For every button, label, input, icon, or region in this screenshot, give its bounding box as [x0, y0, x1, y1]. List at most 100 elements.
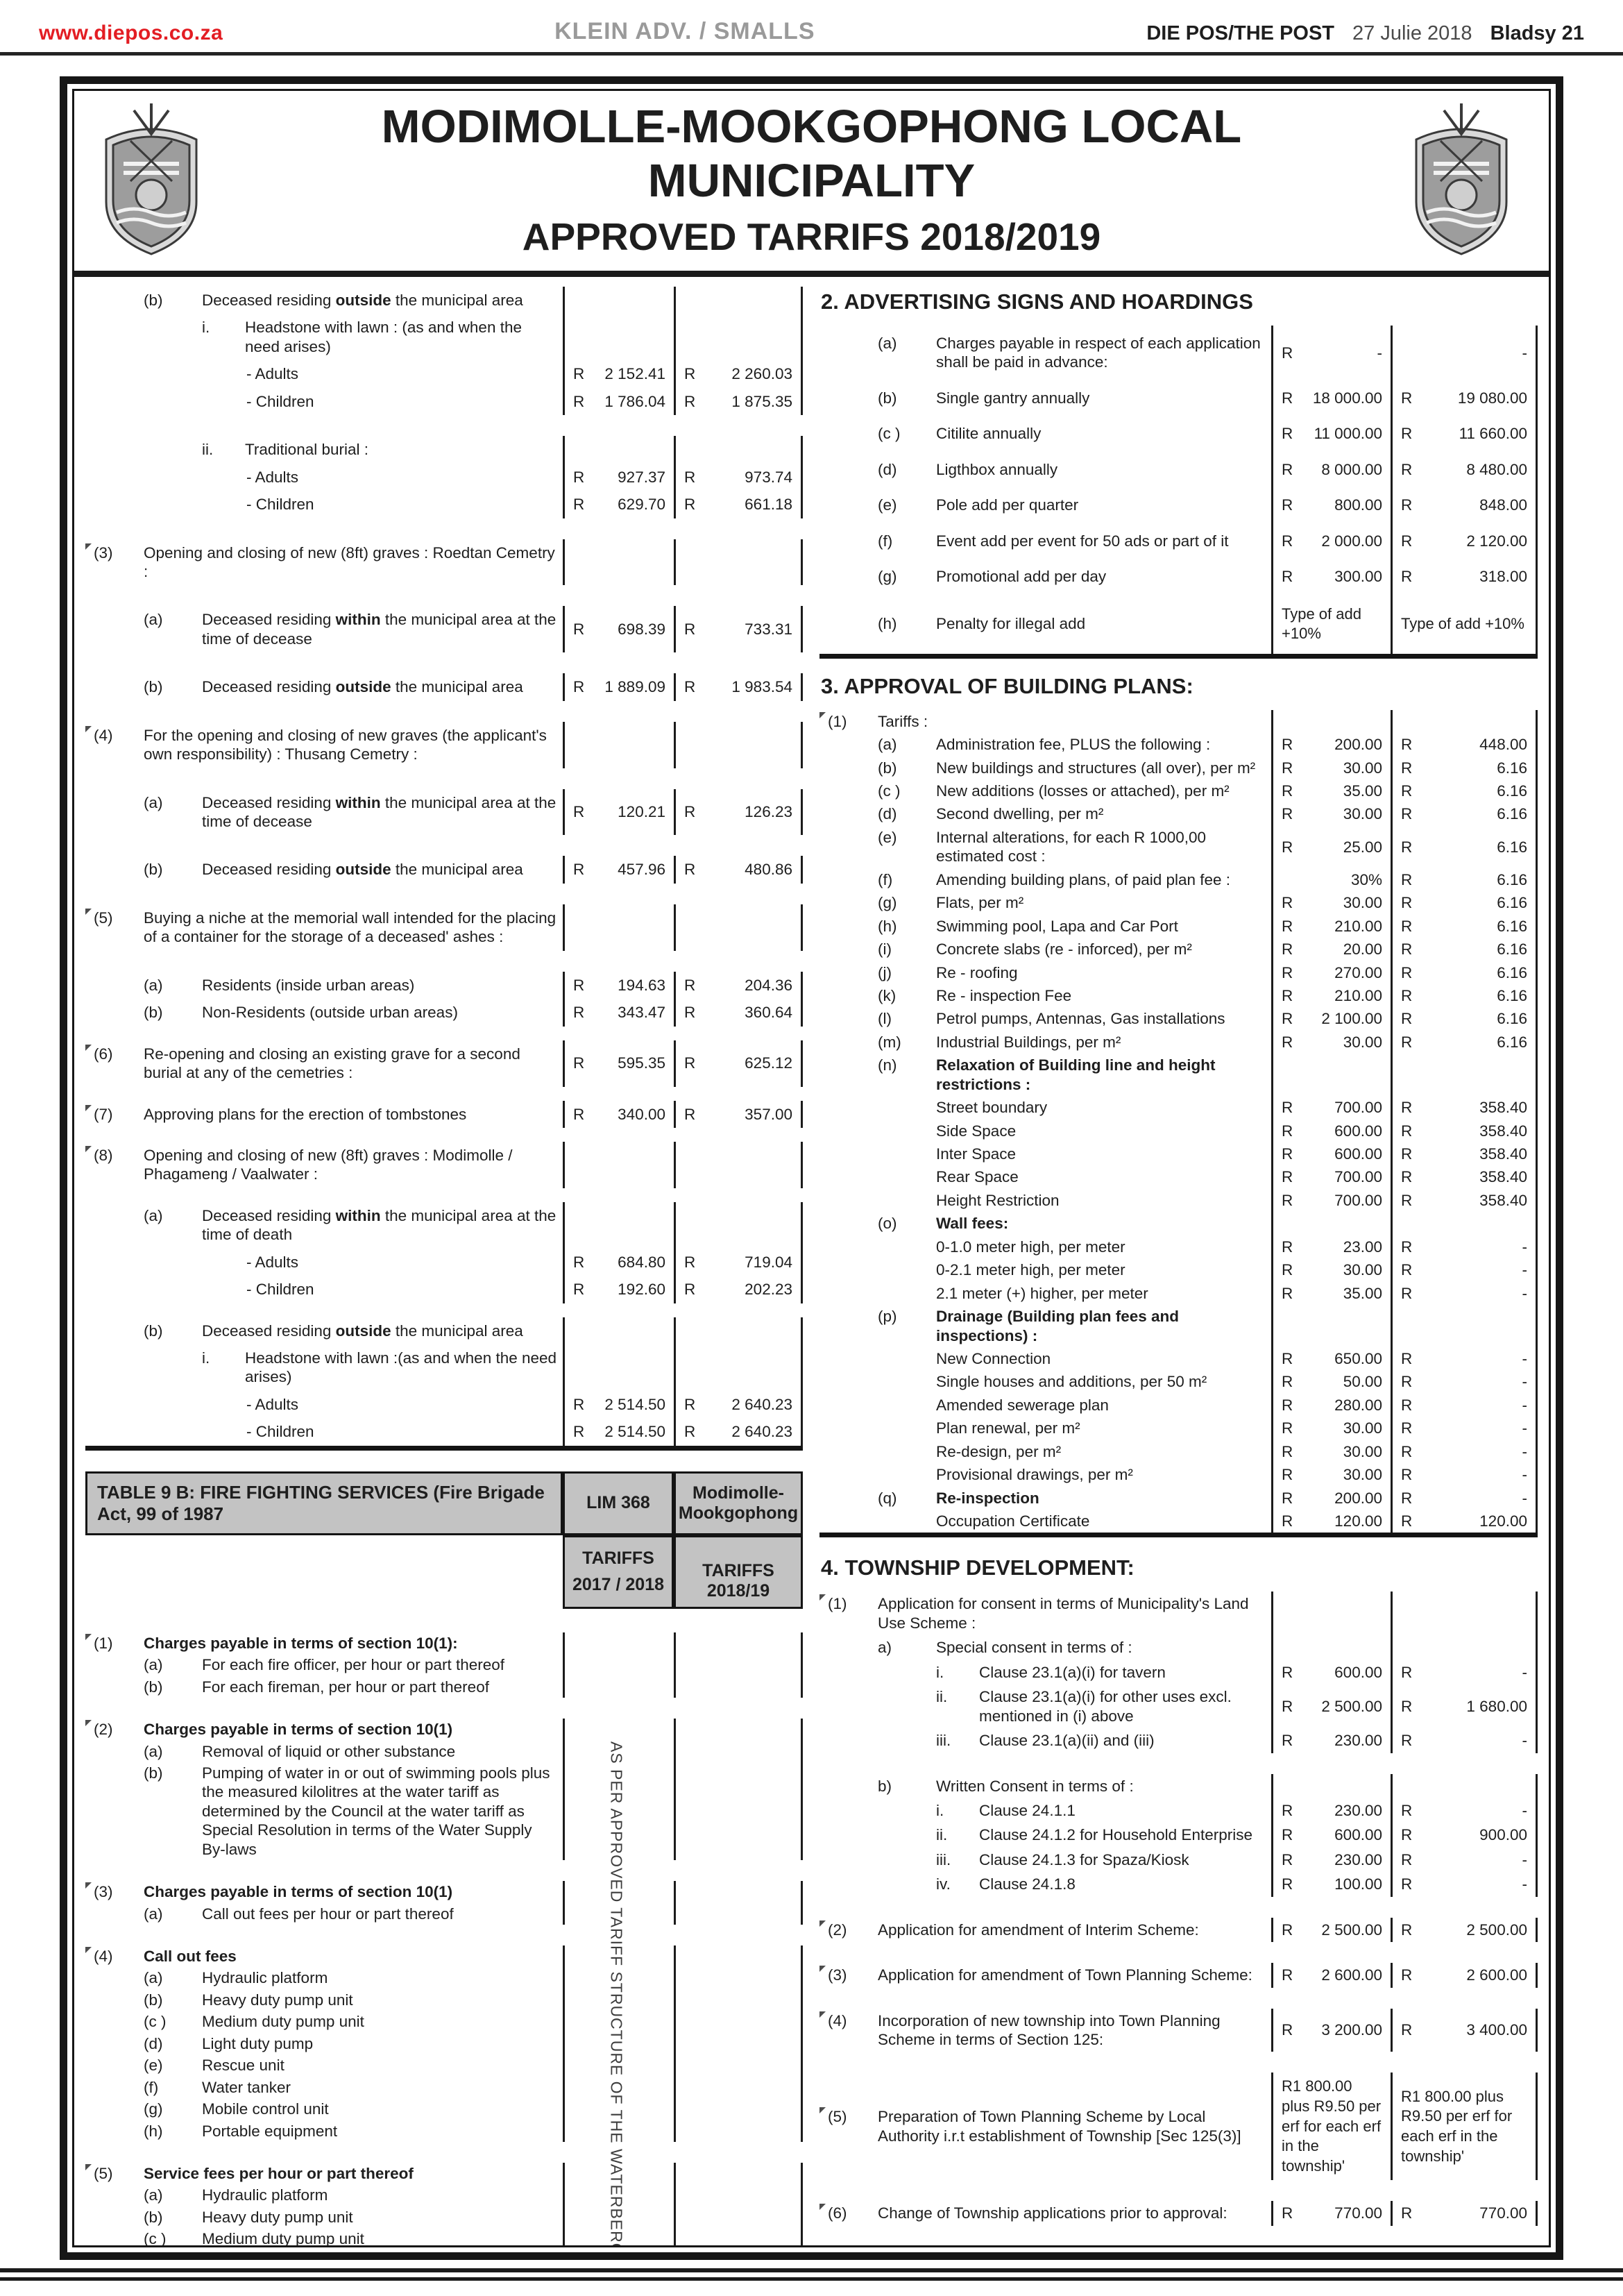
row-label: (b) Single gantry annually [878, 389, 1090, 407]
row-label: ii. Clause 24.1.2 for Household Enterpris… [936, 1826, 1252, 1844]
table-row: (h) Portable equipment [85, 2120, 803, 2142]
row-label: - Adults [246, 1253, 299, 1271]
row-label: iii. Clause 23.1(a)(ii) and (iii) [936, 1732, 1155, 1750]
table-row: Height Restriction R 700.00 R 358.40 [819, 1188, 1538, 1213]
row-label: i. Clause 24.1.1 [936, 1801, 1076, 1819]
table-row: Plan renewal, per m² R 30.00 R - [819, 1417, 1538, 1440]
row-label: (h) Penalty for illegal add [878, 615, 1086, 633]
tariff-2018-19-cell [674, 1902, 803, 1925]
tariff-2018-19-cell [674, 2054, 803, 2077]
row-label: (4) Call out fees [85, 1945, 563, 1967]
table-row: i. Clause 23.1(a)(i) for tavern R 600.00 R - [819, 1660, 1538, 1685]
row-label: (b) Deceased residing outside the municip… [144, 861, 523, 879]
row-label: i. Headstone with lawn :(as and when the … [202, 1349, 557, 1386]
row-label: (h) Swimming pool, Lapa and Car Port [878, 917, 1178, 935]
tariff-2018-19-cell: R 204.36 [674, 971, 803, 999]
row-label: (b) Deceased residing outside the municip… [144, 678, 523, 696]
scan-flag-icon [85, 908, 92, 915]
row-label: 2.1 meter (+) higher, per meter [936, 1284, 1148, 1302]
tariff-2017-18-cell: R 35.00 [1271, 779, 1391, 803]
tariff-2018-19-cell: R 318.00 [1391, 559, 1538, 595]
tariff-2018-19-cell [1391, 1635, 1538, 1660]
tariff-2017-18-cell: R 30.00 [1271, 1440, 1391, 1464]
tariff-2018-19-cell: R1 800.00 plus R9.50 per erf for each er… [1391, 2073, 1538, 2181]
tariff-2018-19-cell: R 6.16 [1391, 1030, 1538, 1054]
row-label: (b) Heavy duty pump unit [144, 1991, 353, 2009]
table-row: (b) Heavy duty pump unit [85, 2206, 803, 2229]
tariff-2018-19-cell: R 848.00 [1391, 487, 1538, 523]
table-row: Provisional drawings, per m² R 30.00 R - [819, 1463, 1538, 1487]
tariff-2018-19-cell: R 358.40 [1391, 1188, 1538, 1213]
row-label: (f) Water tanker [144, 2078, 291, 2096]
tariff-2017-18-cell [563, 2098, 674, 2120]
table-row: (h) Penalty for illegal add Type of add +1… [819, 594, 1538, 654]
tariff-2017-18-cell [563, 1654, 674, 1676]
tariff-2017-18-cell: R 698.39 [563, 606, 674, 653]
tariff-2018-19-cell: R 6.16 [1391, 779, 1538, 803]
tariff-2017-18-cell: 30% [1271, 868, 1391, 892]
row-label: (o) Wall fees: [878, 1215, 1009, 1233]
scan-flag-icon [819, 711, 826, 718]
tariff-2018-19-cell: R- [1391, 1798, 1538, 1823]
row-label: (a) Residents (inside urban areas) [144, 976, 415, 994]
municipality-header: Modimolle-Mookgophong [674, 1471, 803, 1535]
table-row: a) Special consent in terms of : [819, 1635, 1538, 1660]
right-column: 2. ADVERTISING SIGNS AND HOARDINGS (a) Ch… [819, 287, 1538, 2245]
advert-frame-inner: MODIMOLLE-MOOKGOPHONG LOCAL MUNICIPALITY… [72, 89, 1551, 2247]
row-label: (b) New buildings and structures (all ove… [878, 759, 1256, 777]
row-label: 0-2.1 meter high, per meter [936, 1261, 1125, 1279]
edition-info: DIE POS/THE POST 27 Julie 2018 Bladsy 21 [1146, 22, 1584, 45]
row-label: (a) Hydraulic platform [144, 2186, 328, 2204]
row-label: ii. Clause 23.1(a)(i) for other uses excl… [936, 1688, 1232, 1725]
table-row: (c ) Citilite annually R 11 000.00 R 11 660.0… [819, 416, 1538, 452]
table-row: Occupation Certificate R 120.00 R 120.00 [819, 1510, 1538, 1533]
row-label: Side Space [936, 1122, 1017, 1140]
tariff-2018-19-cell [674, 721, 803, 768]
row-label: (n) Relaxation of Building line and heigh… [878, 1056, 1216, 1093]
tariff-2017-18-cell: R 700.00 [1271, 1188, 1391, 1213]
table-row: (b) For each fireman, per hour or part th… [85, 1675, 803, 1698]
table-row: - Adults R 684.80 R 719.04 [85, 1248, 803, 1276]
row-label: New Connection [936, 1349, 1051, 1367]
tariff-2018-19-cell [674, 1632, 803, 1655]
tariff-2017-18-cell [563, 2011, 674, 2033]
row-label: (a) Hydraulic platform [144, 1969, 328, 1987]
table-row: Re-design, per m² R 30.00 R - [819, 1440, 1538, 1464]
row-label: a) Special consent in terms of : [878, 1639, 1132, 1657]
tariff-2018-19-cell: R- [1391, 1872, 1538, 1897]
table-row: Single houses and additions, per 50 m² R 5… [819, 1370, 1538, 1394]
table-row: Inter Space R 600.00 R 358.40 [819, 1142, 1538, 1166]
tariff-2017-18-cell: R 629.70 [563, 491, 674, 518]
table-row: (2) Application for amendment of Interim … [819, 1917, 1538, 1943]
tariff-2017-18-cell [563, 2032, 674, 2055]
tariff-2017-18-cell: R 230.00 [1271, 1798, 1391, 1823]
tariff-2017-18-cell: R 230.00 [1271, 1847, 1391, 1873]
tariff-2017-18-cell [563, 1344, 674, 1391]
table-row: (1) Tariffs : [819, 709, 1538, 734]
table-row: (e) Internal alterations, for each R 1000… [819, 825, 1538, 868]
tariff-2017-18-cell [563, 2184, 674, 2206]
row-label: (b) Deceased residing outside the municip… [144, 292, 523, 309]
tariff-2018-19-cell: R 448.00 [1391, 733, 1538, 757]
row-label: (5) Preparation of Town Planning Scheme b… [819, 2104, 1271, 2148]
tariff-2017-18-cell [563, 1201, 674, 1249]
cemetery-tariffs-table: (b) Deceased residing outside the municip… [85, 287, 803, 1451]
tariff-2017-18-cell [563, 1967, 674, 1989]
edition-date: 27 Julie 2018 [1352, 22, 1472, 44]
tariff-2018-19-cell: R 625.12 [674, 1040, 803, 1087]
tariff-2017-18-cell [563, 1317, 674, 1344]
row-label: (b) Deceased residing outside the municip… [144, 1322, 523, 1340]
row-label: (a) Removal of liquid or other substance [144, 1742, 456, 1760]
table-row: (a) Deceased residing within the municipa… [85, 1201, 803, 1249]
table-row: (6) Re-opening and closing an existing gr… [85, 1040, 803, 1087]
tariff-2017-18-cell: R 600.00 [1271, 1142, 1391, 1166]
table-row: (a) For each fire officer, per hour or pa… [85, 1654, 803, 1676]
tariff-2017-18-cell: Type of add +10% [1271, 594, 1391, 654]
table-row: i. Headstone with lawn :(as and when the … [85, 1344, 803, 1391]
table-row: 2.1 meter (+) higher, per meter R 35.00 R - [819, 1281, 1538, 1306]
